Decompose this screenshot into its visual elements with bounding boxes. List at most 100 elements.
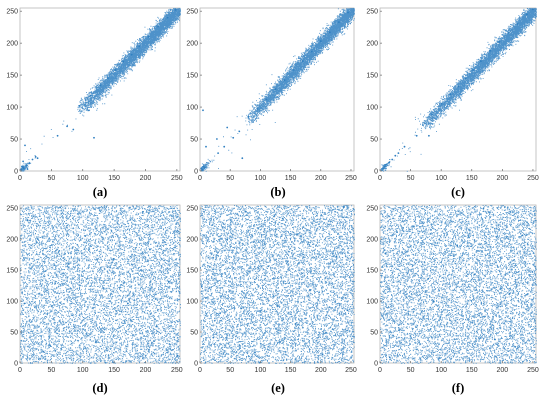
data-point [480,60,482,62]
x-tick-label: 100 [435,367,447,374]
x-tick-label: 250 [171,367,183,374]
plot-frame [19,7,181,172]
y-tick-label: 250 [366,206,378,213]
data-point [226,126,229,129]
data-point [232,136,235,139]
data-point [205,145,207,148]
data-point [457,85,460,88]
y-tick-label: 250 [186,206,198,213]
x-tick-label: 100 [255,175,267,182]
data-point [78,104,81,107]
x-tick-label: 0 [198,175,202,182]
data-point [202,109,204,112]
data-point [238,130,241,133]
data-point [498,41,501,43]
data-point [22,160,24,163]
x-tick-label: 250 [527,367,539,374]
x-tick-label: 50 [47,175,55,182]
data-point [274,88,277,91]
data-point [467,318,469,320]
plot-frame [199,7,355,172]
data-point [200,167,203,170]
data-point [432,300,435,303]
x-tick-label: 150 [466,367,478,374]
data-point [412,225,414,228]
data-point [428,134,430,137]
x-tick-label: 50 [407,175,415,182]
data-point [122,60,125,63]
data-point [84,235,87,237]
x-tick-label: 100 [77,367,89,374]
data-point [398,329,400,332]
scatter-cloud [380,205,537,364]
data-point [294,323,297,325]
panel-a: 0 50 100 150 200 250 0 50 100 150 200 250 (a) [6,7,183,199]
data-point [114,69,117,71]
y-tick-label: 150 [6,268,18,275]
data-point [66,125,68,128]
data-point [531,271,534,273]
data-point [388,356,391,359]
data-point [391,158,394,161]
data-point [102,287,105,289]
data-point [516,23,519,25]
data-point [254,351,256,354]
y-tick-label: 50 [10,137,18,144]
data-point [88,109,90,112]
data-point [166,16,169,19]
data-point [247,115,250,118]
y-tick-label: 150 [186,73,198,80]
x-tick-label: 250 [345,175,357,182]
data-point [388,161,391,164]
panel-b: 0 50 100 150 200 250 0 50 100 150 200 250 (b) [186,7,357,199]
data-point [223,145,226,148]
y-tick-label: 250 [186,9,198,16]
data-point [42,350,45,353]
x-tick-label: 150 [285,175,297,182]
y-tick-label: 100 [6,105,18,112]
x-tick-label: 50 [226,367,234,374]
data-point [95,341,97,343]
data-point [507,32,510,34]
data-point [23,302,26,305]
data-point [55,274,58,276]
scatter-cloud [200,205,355,364]
y-tick-label: 150 [186,268,198,275]
x-tick-label: 150 [466,175,478,182]
y-tick-label: 200 [6,237,18,244]
y-tick-label: 50 [370,330,378,337]
data-point [31,158,34,161]
y-tick-label: 100 [186,105,198,112]
x-tick-label: 200 [315,175,327,182]
data-point [489,49,491,52]
data-point [277,305,279,307]
plot-frame [379,7,537,172]
data-point [24,144,26,147]
x-tick-label: 0 [378,175,382,182]
y-tick-label: 0 [374,361,378,368]
data-point [226,238,229,241]
data-point [301,60,304,62]
x-tick-label: 0 [18,175,22,182]
data-point [319,40,322,43]
y-tick-label: 100 [6,299,18,306]
y-tick-label: 200 [366,41,378,48]
data-point [347,11,349,14]
data-point [335,255,338,258]
y-tick-label: 150 [366,268,378,275]
data-point [338,21,340,23]
y-tick-label: 250 [6,9,18,16]
data-point [514,346,517,348]
scatter-cloud [20,205,181,364]
data-point [240,307,243,310]
x-tick-label: 0 [198,367,202,374]
y-tick-label: 50 [190,330,198,337]
x-tick-label: 100 [435,175,447,182]
data-point [138,45,141,48]
data-point [384,165,386,168]
y-tick-label: 0 [14,169,18,176]
y-tick-label: 100 [366,105,378,112]
data-point [216,138,218,140]
data-point [431,113,433,116]
y-tick-label: 100 [186,299,198,306]
